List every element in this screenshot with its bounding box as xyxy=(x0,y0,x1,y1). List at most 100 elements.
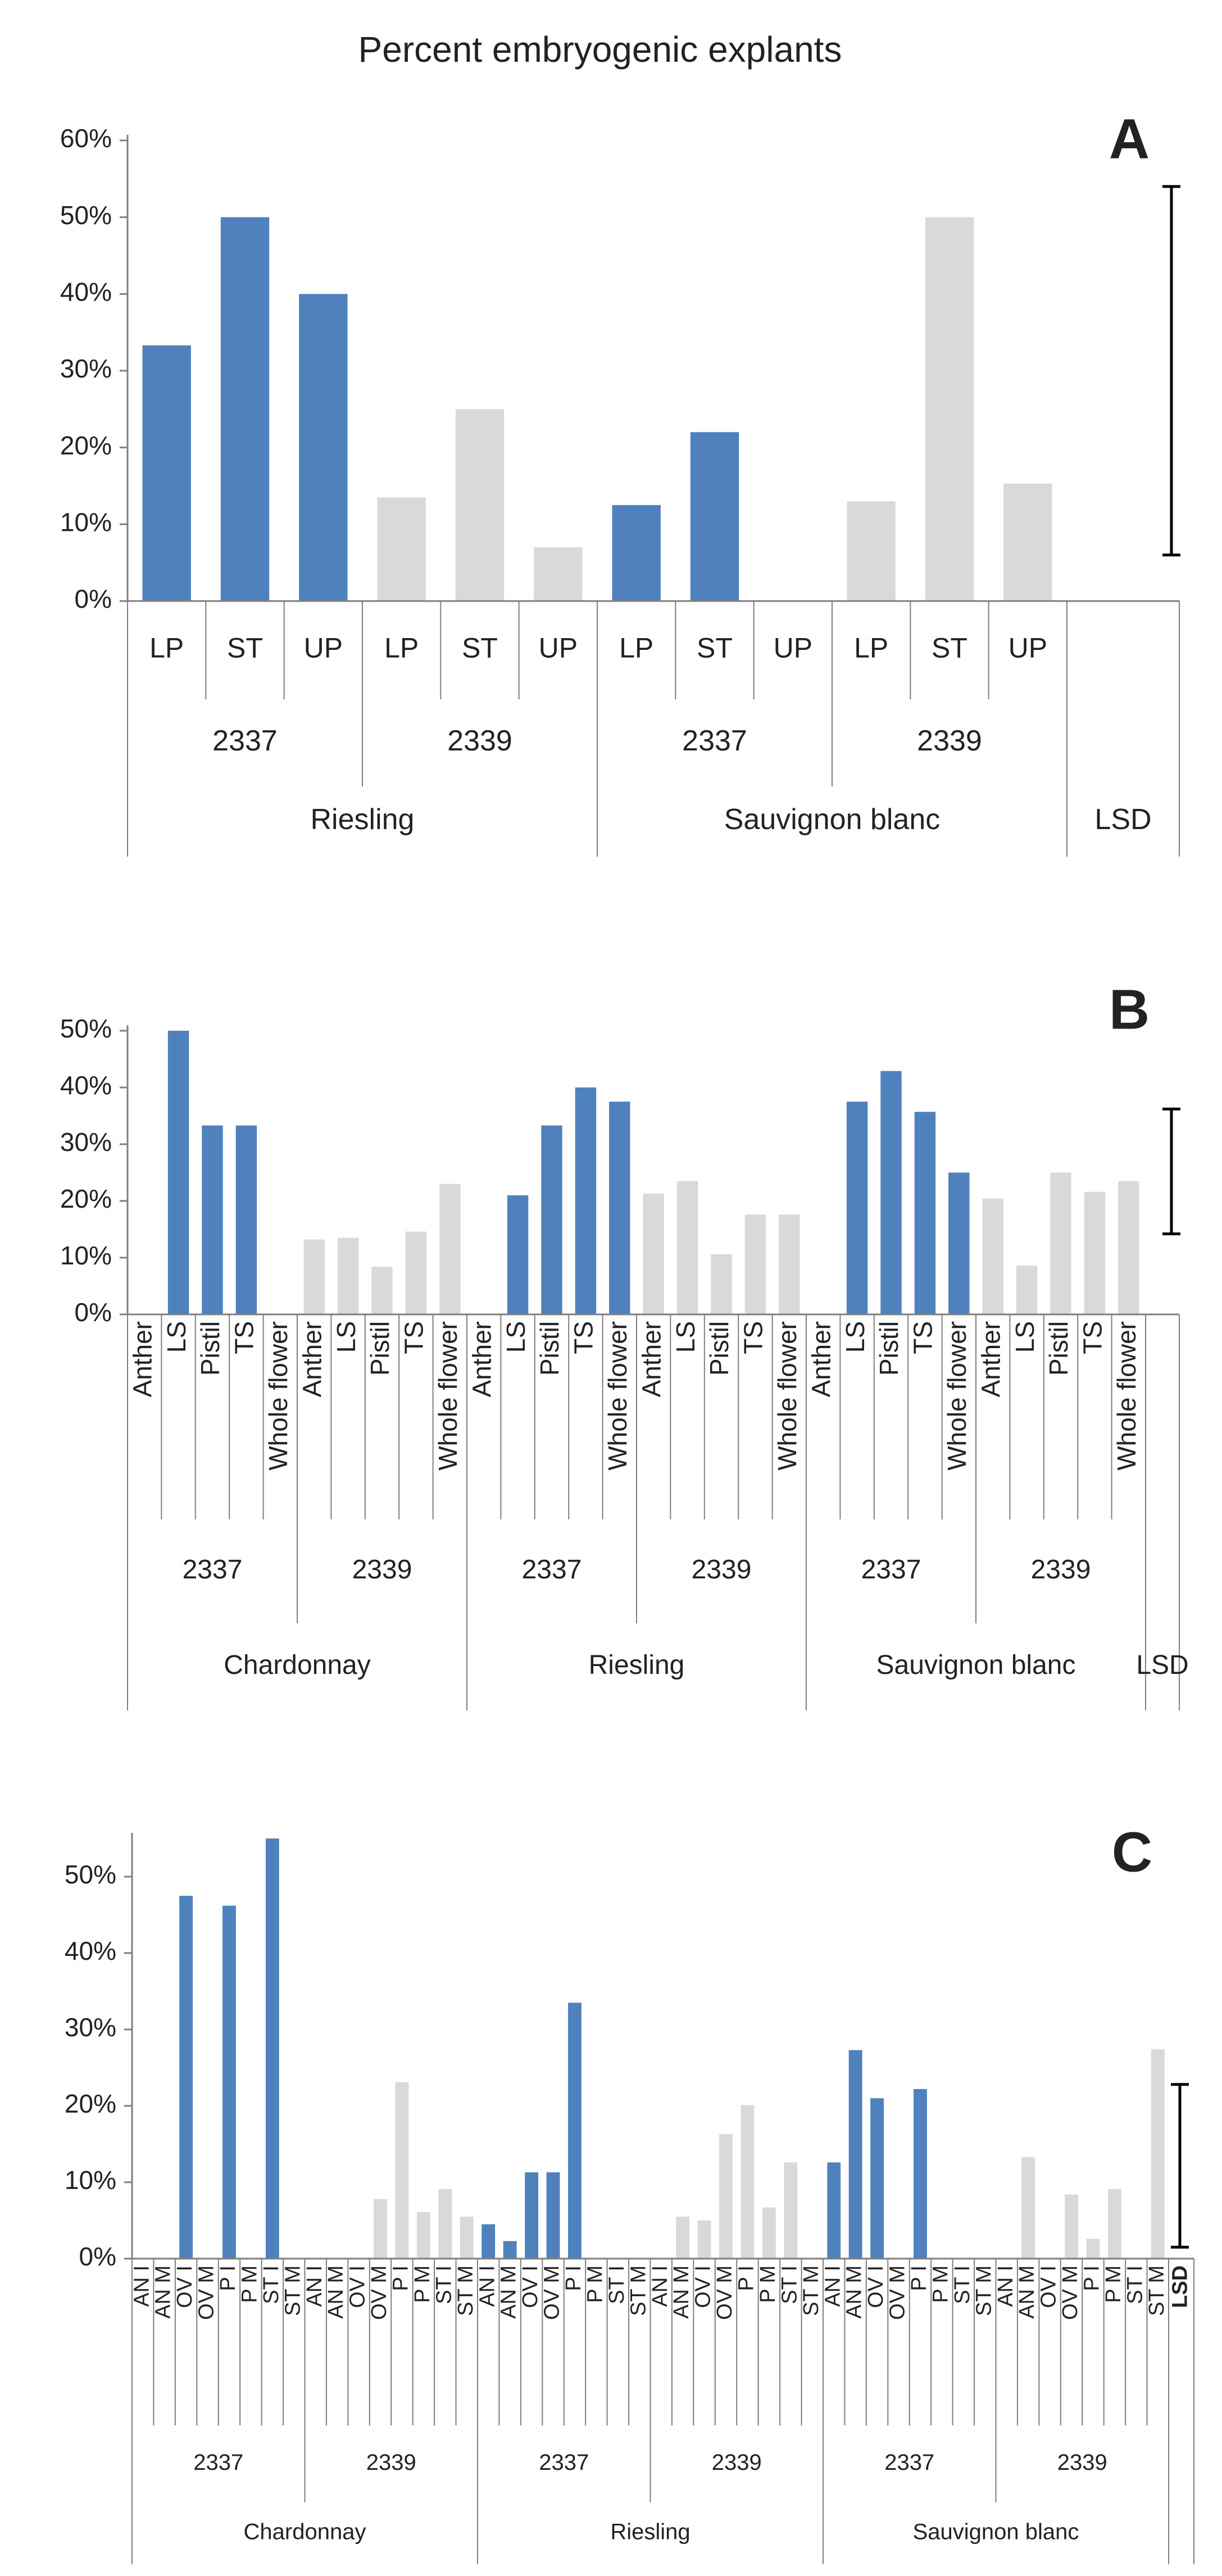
panel-c-cat-label-24: AN I xyxy=(648,2265,672,2307)
panel-b-cat-label-26: LS xyxy=(1010,1321,1039,1353)
panel-a-ytick-label-4: 40% xyxy=(60,277,112,306)
panel-c-bar-26 xyxy=(697,2220,711,2259)
panel-b-cat-label-16: LS xyxy=(671,1321,700,1353)
panel-a-ytick-label-1: 10% xyxy=(60,507,112,536)
panel-b-bar-28 xyxy=(1084,1191,1106,1314)
panel-c-cat-label-46: ST I xyxy=(1123,2265,1147,2304)
panel-b-bar-3 xyxy=(235,1125,257,1314)
panel-c-bar-6 xyxy=(265,1838,279,2259)
panel-b-ytick-label-5: 50% xyxy=(60,1014,112,1043)
panel-c-cat-label-18: OV I xyxy=(519,2265,542,2308)
panel-c-cat-label-9: AN M xyxy=(324,2265,348,2319)
panel-b-cat-label-2: Pistil xyxy=(196,1321,225,1376)
panel-c-cat-label-1: AN M xyxy=(152,2265,175,2319)
panel-a-bar-7 xyxy=(690,432,739,601)
panel-b-bar-16 xyxy=(676,1181,698,1314)
panel-a-bar-5 xyxy=(534,547,583,601)
panel-c-bar-47 xyxy=(1151,2049,1165,2259)
panel-b-bar-11 xyxy=(507,1195,529,1314)
panel-a-cat-label-9: LP xyxy=(854,632,888,664)
panel-a-genotype-label-3: 2339 xyxy=(917,725,982,757)
panel-c-cat-label-27: OV M xyxy=(713,2265,737,2320)
panel-c-cat-label-44: P I xyxy=(1080,2265,1104,2291)
panel-c-cat-label-17: AN M xyxy=(497,2265,521,2319)
panel-c-genotype-label-2: 2337 xyxy=(539,2450,589,2475)
panel-a-bar-0 xyxy=(142,345,191,601)
panel-c-bar-2 xyxy=(179,1896,193,2259)
panel-a-genotype-label-1: 2339 xyxy=(447,725,512,757)
panel-c-cat-label-7: ST M xyxy=(281,2265,305,2316)
panel-c-bar-19 xyxy=(546,2172,560,2259)
panel-c-cat-label-32: AN I xyxy=(821,2265,844,2307)
panel-c-cat-label-14: ST I xyxy=(432,2265,456,2304)
panel-a-cat-label-2: UP xyxy=(304,632,343,664)
panel-b-bar-25 xyxy=(982,1198,1003,1314)
panel-c-cat-label-34: OV I xyxy=(864,2265,888,2308)
panel-c-ytick-label-0: 0% xyxy=(79,2242,116,2271)
panel-b-bar-24 xyxy=(948,1172,970,1314)
panel-c-bar-29 xyxy=(762,2207,776,2259)
panel-c-cat-label-22: ST I xyxy=(605,2265,629,2304)
panel-a-cat-label-3: LP xyxy=(384,632,419,664)
panel-c-cat-label-43: OV M xyxy=(1059,2265,1082,2320)
panel-a-letter: A xyxy=(1109,107,1150,170)
panel-b-genotype-label-4: 2337 xyxy=(861,1555,921,1585)
panel-c-genotype-label-0: 2337 xyxy=(193,2450,243,2475)
panel-c-cultivar-label-2: Sauvignon blanc xyxy=(913,2520,1079,2545)
panel-c-bar-33 xyxy=(848,2050,862,2259)
panel-c-cat-label-28: P I xyxy=(735,2265,758,2291)
panel-b-bar-23 xyxy=(914,1112,936,1314)
panel-c-cat-label-47: ST M xyxy=(1145,2265,1169,2316)
panel-c-cat-label-30: ST I xyxy=(778,2265,801,2304)
panel-b-bar-9 xyxy=(439,1184,461,1314)
panel-c-bar-41 xyxy=(1021,2157,1035,2259)
panel-b-ytick-label-3: 30% xyxy=(60,1127,112,1157)
panel-a-cultivar-label-0: Riesling xyxy=(311,803,415,836)
panel-b-cat-label-15: Anther xyxy=(637,1321,666,1398)
panel-c-cat-label-37: P M xyxy=(929,2265,952,2303)
panel-c-cat-label-8: AN I xyxy=(303,2265,326,2307)
panel-b-bar-29 xyxy=(1118,1181,1139,1314)
panel-b-bar-5 xyxy=(303,1239,325,1314)
panel-c-bar-30 xyxy=(784,2162,798,2259)
panel-b-cat-label-18: TS xyxy=(739,1321,768,1354)
panel-c-bar-43 xyxy=(1065,2194,1078,2259)
panel-b-cultivar-label-1: Riesling xyxy=(589,1650,685,1680)
panel-c-cat-label-23: ST M xyxy=(626,2265,650,2316)
panel-b-lsd-label: LSD xyxy=(1136,1650,1188,1680)
panel-c-cat-label-35: OV M xyxy=(886,2265,910,2320)
panel-b-chart: B0%10%20%30%40%50%Anther LS Pistil TS Whole … xyxy=(60,978,1189,1710)
panel-a-bar-4 xyxy=(455,409,505,601)
panel-c-bar-20 xyxy=(568,2002,582,2259)
panel-b-cat-label-9: Whole flower xyxy=(433,1321,462,1471)
panel-c-bar-36 xyxy=(914,2089,927,2259)
panel-b-genotype-label-0: 2337 xyxy=(183,1555,243,1585)
panel-a-cat-label-0: LP xyxy=(149,632,184,664)
panel-a-ytick-label-5: 50% xyxy=(60,201,112,230)
panel-c-cat-label-2: OV I xyxy=(173,2265,197,2308)
panel-b-bar-14 xyxy=(609,1102,630,1314)
figure-title: Percent embryogenic explants xyxy=(358,29,842,70)
panel-c-bar-16 xyxy=(481,2224,496,2259)
panel-b-cat-label-29: Whole flower xyxy=(1112,1321,1141,1471)
panel-b-cat-label-17: Pistil xyxy=(705,1321,734,1376)
panel-b-bar-6 xyxy=(337,1237,359,1314)
panel-c-cat-label-4: P I xyxy=(216,2265,240,2291)
panel-a-genotype-label-0: 2337 xyxy=(212,725,278,757)
panel-c-cultivar-label-1: Riesling xyxy=(610,2520,690,2545)
panel-b-ytick-label-4: 40% xyxy=(60,1071,112,1100)
panel-b-bar-15 xyxy=(643,1193,664,1314)
panel-c-bar-25 xyxy=(676,2217,690,2259)
panel-c-ytick-label-1: 10% xyxy=(65,2165,116,2195)
panel-c-letter: C xyxy=(1112,1821,1152,1883)
panel-b-bar-26 xyxy=(1016,1266,1038,1314)
panel-b-cat-label-8: TS xyxy=(399,1321,429,1354)
panel-a-cat-label-6: LP xyxy=(619,632,653,664)
panel-c-cat-label-36: P I xyxy=(907,2265,931,2291)
panel-a-cat-label-8: UP xyxy=(774,632,812,664)
panel-a-cultivar-label-1: Sauvignon blanc xyxy=(724,803,941,836)
panel-c-ytick-label-5: 50% xyxy=(65,1860,116,1889)
panel-b-cat-label-20: Anther xyxy=(806,1321,835,1398)
panel-b-bar-21 xyxy=(846,1102,868,1314)
